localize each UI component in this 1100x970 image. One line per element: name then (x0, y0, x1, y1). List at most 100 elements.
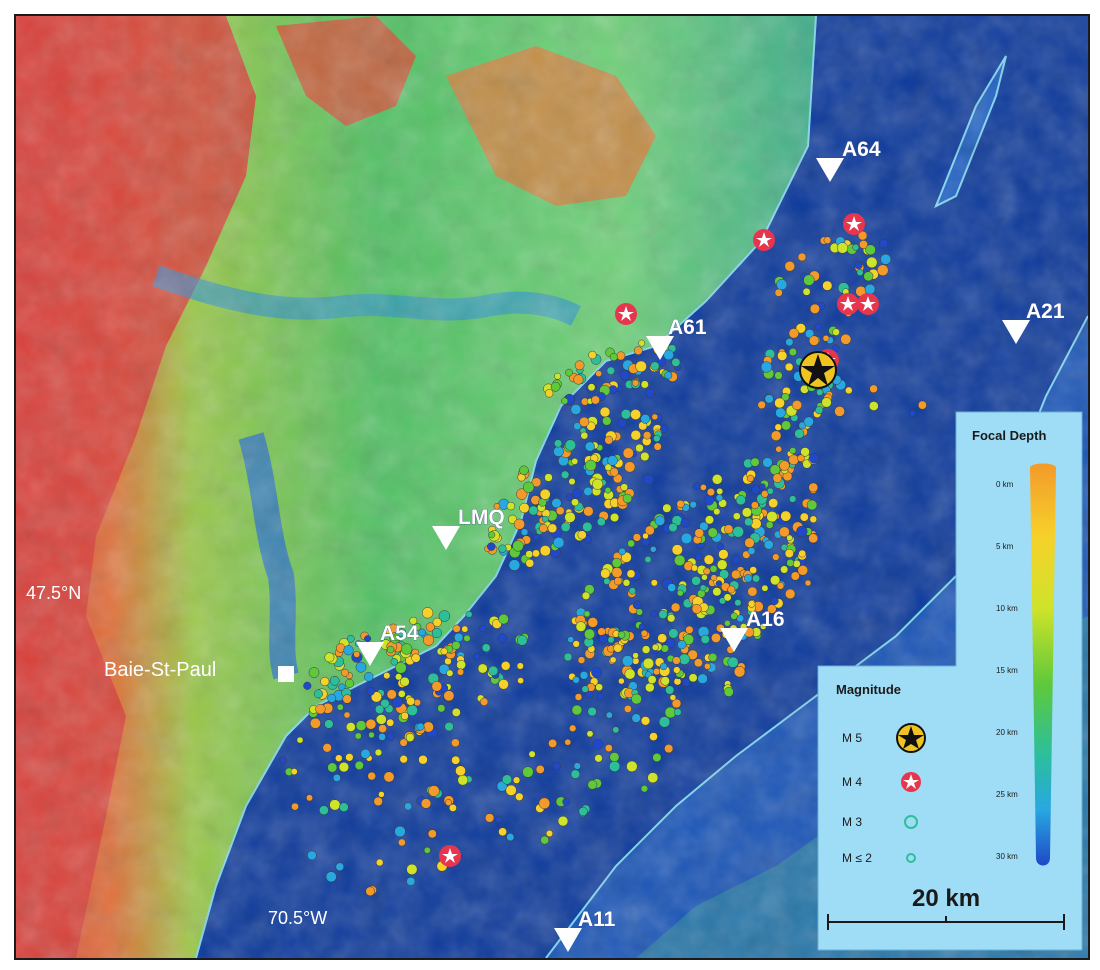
earthquake-dot (612, 726, 620, 734)
earthquake-dot (544, 473, 553, 482)
earthquake-dot (732, 526, 744, 538)
earthquake-dot (588, 350, 597, 360)
earthquake-dot (678, 653, 691, 665)
earthquake-dot (587, 779, 598, 790)
legend-m5-symbol (896, 723, 926, 753)
earthquake-dot (652, 752, 662, 763)
earthquake-dot (533, 533, 540, 541)
earthquake-dot (784, 260, 796, 272)
earthquake-dot (567, 636, 575, 643)
earthquake-dot (694, 528, 704, 538)
earthquake-dot (785, 588, 796, 600)
earthquake-dot (713, 508, 721, 516)
earthquake-dot (762, 457, 773, 468)
earthquake-dot (784, 362, 794, 372)
earthquake-dot (697, 673, 708, 684)
earthquake-dot (582, 521, 593, 532)
earthquake-dot (673, 666, 681, 674)
earthquake-dot (488, 665, 499, 676)
earthquake-dot (336, 703, 344, 711)
earthquake-dot (561, 397, 569, 405)
earthquake-dot (604, 435, 614, 445)
earthquake-dot (437, 704, 446, 713)
depth-colorbar (1030, 463, 1056, 866)
earthquake-dot (571, 704, 583, 716)
earthquake-dot (541, 515, 549, 523)
earthquake-dot (596, 517, 606, 527)
earthquake-dot (868, 401, 879, 411)
earthquake-dot (761, 584, 769, 592)
legend-m3-symbol (904, 815, 918, 829)
earthquake-dot (479, 624, 487, 633)
earthquake-dot (390, 658, 399, 666)
earthquake-dot (291, 802, 299, 811)
earthquake-dot (386, 689, 397, 700)
earthquake-dot (540, 835, 550, 845)
earthquake-dot (325, 871, 337, 883)
earthquake-dot (716, 542, 725, 551)
earthquake-dot (642, 532, 649, 540)
earthquake-dot (660, 424, 669, 433)
earthquake-dot (506, 833, 515, 842)
earthquake-dot (733, 666, 746, 678)
earthquake-dot (809, 515, 818, 524)
earthquake-dot (878, 239, 889, 249)
earthquake-dot (759, 623, 767, 630)
earthquake-dot (373, 796, 383, 807)
earthquake-dot (451, 738, 460, 748)
earthquake-dot (691, 575, 701, 586)
earthquake-dot (809, 303, 820, 314)
earthquake-dot (570, 769, 581, 779)
earthquake-dot (314, 689, 323, 699)
earthquake-dot (595, 370, 603, 377)
earthquake-dot (665, 638, 676, 649)
earthquake-dot (632, 600, 642, 610)
earthquake-dot (421, 607, 434, 619)
earthquake-dot (564, 511, 576, 523)
earthquake-dot (845, 386, 853, 395)
earthquake-dot (517, 677, 524, 684)
depth-tick-label: 20 km (996, 728, 1018, 737)
station-a61: A61 (646, 316, 707, 360)
earthquake-dot (630, 429, 642, 441)
earthquake-dot (375, 858, 384, 867)
earthquake-dot (622, 579, 631, 587)
earthquake-dot (704, 662, 711, 670)
earthquake-dot (545, 389, 554, 398)
earthquake-dot (668, 628, 679, 639)
earthquake-dot (645, 682, 655, 693)
earthquake-dot (320, 676, 330, 687)
earthquake-dot (487, 542, 496, 551)
earthquake-dot (770, 596, 779, 606)
earthquake-dot (790, 571, 800, 581)
earthquake-dot (765, 521, 774, 529)
earthquake-dot (630, 409, 642, 420)
earthquake-dot (731, 569, 741, 580)
earthquake-dot (596, 692, 604, 701)
earthquake-dot (560, 470, 570, 479)
earthquake-dot (814, 323, 823, 332)
earthquake-dot (611, 567, 623, 578)
earthquake-dot (346, 634, 355, 643)
earthquake-dot (709, 565, 718, 573)
earthquake-dot (710, 574, 718, 582)
magnitude-title: Magnitude (836, 682, 901, 697)
earthquake-dot (718, 549, 729, 560)
earthquake-dot (522, 481, 535, 493)
depth-tick-label: 15 km (996, 666, 1018, 675)
earthquake-dot (700, 484, 707, 491)
earthquake-dot (463, 634, 471, 642)
earthquake-dot (418, 754, 428, 765)
earthquake-dot (296, 736, 304, 744)
earthquake-dot (484, 813, 495, 823)
station-label-a11: A11 (578, 908, 616, 931)
earthquake-dot (638, 339, 646, 347)
legend-m2-symbol (906, 853, 916, 863)
earthquake-dot (592, 478, 604, 490)
earthquake-dot (774, 397, 785, 409)
earthquake-dot (603, 577, 611, 585)
earthquake-dot (432, 617, 442, 627)
earthquake-dot (618, 677, 625, 685)
earthquake-dot (775, 445, 783, 453)
earthquake-dot (560, 522, 571, 532)
